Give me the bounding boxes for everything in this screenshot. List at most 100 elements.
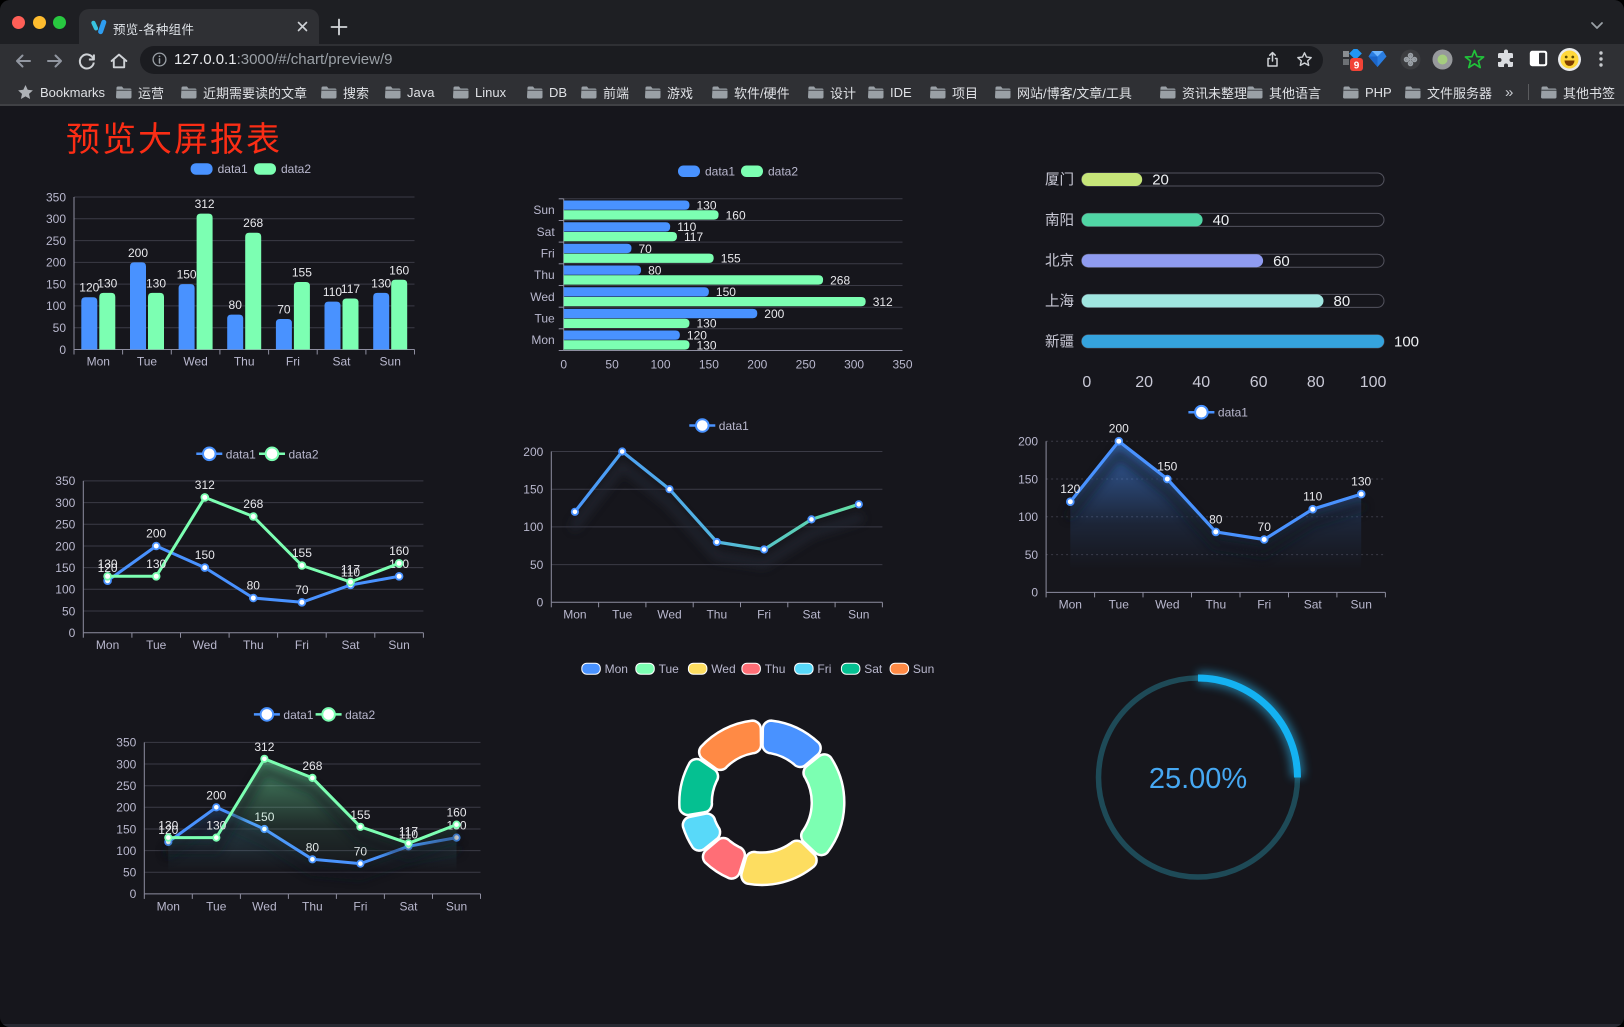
svg-text:117: 117 [399, 824, 418, 838]
svg-text:100: 100 [1018, 510, 1038, 524]
svg-text:200: 200 [146, 527, 166, 541]
svg-text:100: 100 [1394, 334, 1419, 351]
svg-text:160: 160 [389, 544, 409, 558]
svg-text:Thu: Thu [534, 268, 555, 282]
svg-text:80: 80 [229, 298, 243, 312]
svg-text:Mon: Mon [96, 638, 119, 652]
svg-text:Wed: Wed [183, 355, 207, 369]
svg-text:Sat: Sat [864, 662, 883, 676]
svg-text:Fri: Fri [353, 900, 367, 914]
svg-text:160: 160 [389, 263, 409, 277]
svg-text:data2: data2 [281, 162, 311, 176]
svg-text:200: 200 [523, 445, 543, 459]
svg-text:155: 155 [350, 808, 370, 822]
svg-text:300: 300 [116, 757, 136, 771]
svg-text:250: 250 [55, 518, 75, 532]
svg-text:110: 110 [341, 566, 360, 580]
svg-text:130: 130 [697, 338, 717, 352]
svg-text:130: 130 [206, 819, 226, 833]
svg-text:Sun: Sun [388, 638, 409, 652]
svg-text:Sat: Sat [332, 355, 351, 369]
svg-text:Tue: Tue [612, 608, 633, 622]
svg-text:Sun: Sun [380, 355, 401, 369]
svg-text:Tue: Tue [137, 355, 158, 369]
svg-text:120: 120 [98, 561, 118, 575]
svg-text:117: 117 [341, 282, 360, 296]
svg-text:Mon: Mon [1059, 598, 1082, 612]
svg-text:Sat: Sat [341, 638, 360, 652]
svg-text:350: 350 [116, 736, 136, 750]
svg-text:200: 200 [128, 246, 148, 260]
svg-text:data2: data2 [345, 708, 375, 722]
svg-text:250: 250 [116, 779, 136, 793]
svg-text:Sat: Sat [537, 225, 556, 239]
svg-text:268: 268 [830, 273, 850, 287]
svg-text:Mon: Mon [157, 900, 180, 914]
svg-text:0: 0 [69, 626, 76, 640]
svg-text:80: 80 [247, 579, 261, 593]
svg-text:100: 100 [46, 299, 66, 313]
svg-text:150: 150 [699, 358, 719, 372]
svg-text:70: 70 [277, 303, 291, 317]
svg-text:100: 100 [116, 844, 136, 858]
svg-text:data2: data2 [768, 165, 798, 179]
svg-text:130: 130 [1351, 475, 1371, 489]
svg-text:150: 150 [1018, 472, 1038, 486]
svg-text:80: 80 [1209, 512, 1223, 526]
svg-text:268: 268 [243, 216, 263, 230]
svg-text:350: 350 [46, 190, 66, 204]
svg-text:Mon: Mon [563, 608, 586, 622]
svg-text:312: 312 [873, 295, 893, 309]
svg-text:268: 268 [243, 497, 263, 511]
svg-text:160: 160 [726, 208, 746, 222]
svg-text:Fri: Fri [817, 662, 831, 676]
svg-text:Wed: Wed [193, 638, 217, 652]
svg-text:40: 40 [1213, 212, 1230, 229]
svg-text:Tue: Tue [206, 900, 227, 914]
svg-text:250: 250 [46, 234, 66, 248]
svg-text:100: 100 [523, 520, 543, 534]
svg-text:300: 300 [55, 496, 75, 510]
svg-text:Tue: Tue [146, 638, 167, 652]
svg-text:155: 155 [292, 266, 312, 280]
svg-text:50: 50 [53, 321, 67, 335]
svg-text:50: 50 [605, 358, 619, 372]
svg-text:120: 120 [687, 329, 707, 343]
svg-text:Fri: Fri [541, 247, 555, 261]
svg-text:350: 350 [55, 474, 75, 488]
svg-text:60: 60 [1250, 374, 1268, 391]
svg-text:150: 150 [116, 822, 136, 836]
svg-text:120: 120 [1060, 482, 1080, 496]
svg-text:155: 155 [292, 546, 312, 560]
svg-text:200: 200 [1018, 435, 1038, 449]
svg-text:Thu: Thu [765, 662, 786, 676]
svg-text:Sun: Sun [446, 900, 467, 914]
svg-text:80: 80 [1334, 293, 1351, 310]
svg-text:Tue: Tue [534, 312, 555, 326]
svg-text:200: 200 [764, 307, 784, 321]
svg-text:70: 70 [639, 242, 653, 256]
svg-text:150: 150 [195, 548, 215, 562]
svg-text:50: 50 [530, 558, 544, 572]
svg-text:350: 350 [892, 358, 912, 372]
svg-text:Wed: Wed [711, 662, 735, 676]
svg-text:Mon: Mon [605, 662, 628, 676]
svg-text:130: 130 [98, 557, 118, 571]
svg-text:Fri: Fri [286, 355, 300, 369]
svg-text:268: 268 [302, 759, 322, 773]
svg-text:0: 0 [59, 343, 66, 357]
svg-text:312: 312 [195, 197, 215, 211]
svg-text:data2: data2 [289, 447, 319, 461]
svg-text:新疆: 新疆 [1045, 333, 1074, 350]
svg-text:80: 80 [648, 264, 662, 278]
svg-text:25.00%: 25.00% [1149, 763, 1247, 795]
svg-text:120: 120 [158, 823, 178, 837]
svg-text:Fri: Fri [295, 638, 309, 652]
svg-text:70: 70 [295, 583, 309, 597]
svg-text:Sat: Sat [399, 900, 418, 914]
svg-text:Sat: Sat [1304, 598, 1323, 612]
svg-text:北京: 北京 [1045, 253, 1074, 270]
svg-text:120: 120 [79, 281, 99, 295]
svg-text:50: 50 [1025, 548, 1039, 562]
svg-text:data1: data1 [283, 708, 313, 722]
